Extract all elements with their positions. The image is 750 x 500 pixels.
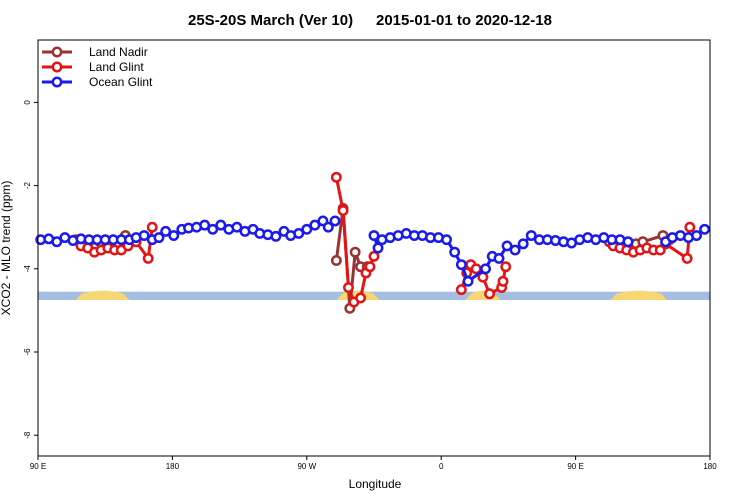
y-tick-label-4: -8 (23, 431, 32, 439)
point-ocean-glint-59 (525, 230, 537, 241)
y-tick-label-1: -2 (23, 181, 32, 189)
point-ocean-glint-38 (329, 215, 341, 227)
point-land-glint-39 (684, 221, 696, 233)
legend-label-land-nadir: Land Nadir (89, 45, 148, 59)
point-land-glint-11 (146, 221, 158, 233)
point-ocean-glint-22 (207, 223, 219, 235)
x-tick-label-4: 90 E (567, 462, 583, 471)
x-tick-label-1: 180 (166, 462, 180, 471)
point-ocean-glint-39 (368, 230, 380, 241)
point-ocean-glint-13 (138, 230, 150, 241)
series-layer (35, 171, 711, 314)
point-ocean-glint-2 (51, 236, 63, 248)
chart-title-left: 25S-20S March (Ver 10) (188, 12, 353, 29)
point-land-glint-38 (681, 252, 693, 264)
series-ocean-glint (35, 215, 711, 287)
point-ocean-glint-51 (455, 259, 467, 271)
point-land-glint-19 (368, 250, 380, 262)
land-segment-3 (610, 290, 667, 300)
x-tick-label-0: 90 E (30, 462, 46, 471)
series-land-glint (70, 171, 696, 308)
point-land-nadir-7 (330, 255, 342, 266)
y-axis: 0 -2 -4 -6 -8 (23, 100, 38, 439)
plot-frame (37, 39, 711, 457)
point-land-glint-28 (500, 261, 512, 273)
point-ocean-glint-53 (480, 263, 492, 275)
legend-label-land-glint: Land Glint (89, 60, 144, 74)
x-tick-label-3: 0 (439, 462, 444, 471)
land-ocean-band (38, 290, 710, 300)
point-land-glint-18 (364, 261, 376, 273)
x-axis-label: Longitude (349, 477, 402, 491)
land-segment-0 (75, 290, 130, 300)
point-land-glint-16 (355, 292, 367, 304)
point-ocean-glint-35 (309, 219, 321, 231)
point-ocean-glint-49 (441, 234, 453, 246)
point-ocean-glint-21 (199, 219, 211, 231)
y-tick-label-3: -6 (23, 348, 32, 356)
point-ocean-glint-56 (501, 240, 513, 252)
point-ocean-glint-23 (215, 219, 227, 231)
x-tick-label-5: 180 (703, 462, 717, 471)
point-ocean-glint-40 (372, 242, 384, 254)
legend-marker-land-nadir (51, 46, 63, 58)
point-ocean-glint-16 (160, 225, 172, 237)
point-land-nadir-10 (349, 246, 361, 258)
point-ocean-glint-77 (699, 223, 711, 235)
legend-marker-land-glint (51, 61, 63, 73)
point-ocean-glint-37 (322, 221, 334, 233)
point-land-glint-14 (343, 282, 354, 293)
point-ocean-glint-50 (449, 246, 461, 258)
point-ocean-glint-55 (493, 252, 505, 264)
point-ocean-glint-76 (691, 230, 703, 241)
point-land-glint-27 (497, 275, 509, 287)
y-axis-label: XCO2 - MLO trend (ppm) (0, 181, 13, 316)
point-ocean-glint-57 (509, 244, 521, 256)
point-land-glint-20 (455, 284, 467, 296)
chart-title-right: 2015-01-01 to 2020-12-18 (376, 12, 552, 29)
legend-marker-ocean-glint (51, 76, 63, 88)
point-ocean-glint-71 (622, 236, 634, 248)
point-ocean-glint-34 (301, 223, 313, 235)
y-tick-label-0: 0 (23, 100, 32, 105)
chart-legend: Land Nadir Land Glint Ocean Glint (42, 45, 153, 89)
point-land-glint-13 (337, 205, 349, 217)
point-ocean-glint-15 (153, 232, 165, 244)
legend-label-ocean-glint: Ocean Glint (89, 75, 153, 89)
point-land-glint-10 (142, 252, 154, 264)
y-tick-label-2: -4 (23, 265, 32, 273)
x-axis: 90 E 180 90 W 0 90 E 180 (30, 456, 717, 471)
point-ocean-glint-52 (462, 275, 474, 287)
point-ocean-glint-25 (231, 221, 243, 233)
point-ocean-glint-58 (517, 238, 529, 250)
point-land-glint-25 (484, 288, 496, 300)
point-ocean-glint-17 (168, 230, 180, 241)
x-tick-label-2: 90 W (297, 462, 316, 471)
point-ocean-glint-33 (293, 227, 305, 239)
point-land-glint-12 (330, 171, 342, 183)
point-ocean-glint-30 (270, 230, 282, 242)
